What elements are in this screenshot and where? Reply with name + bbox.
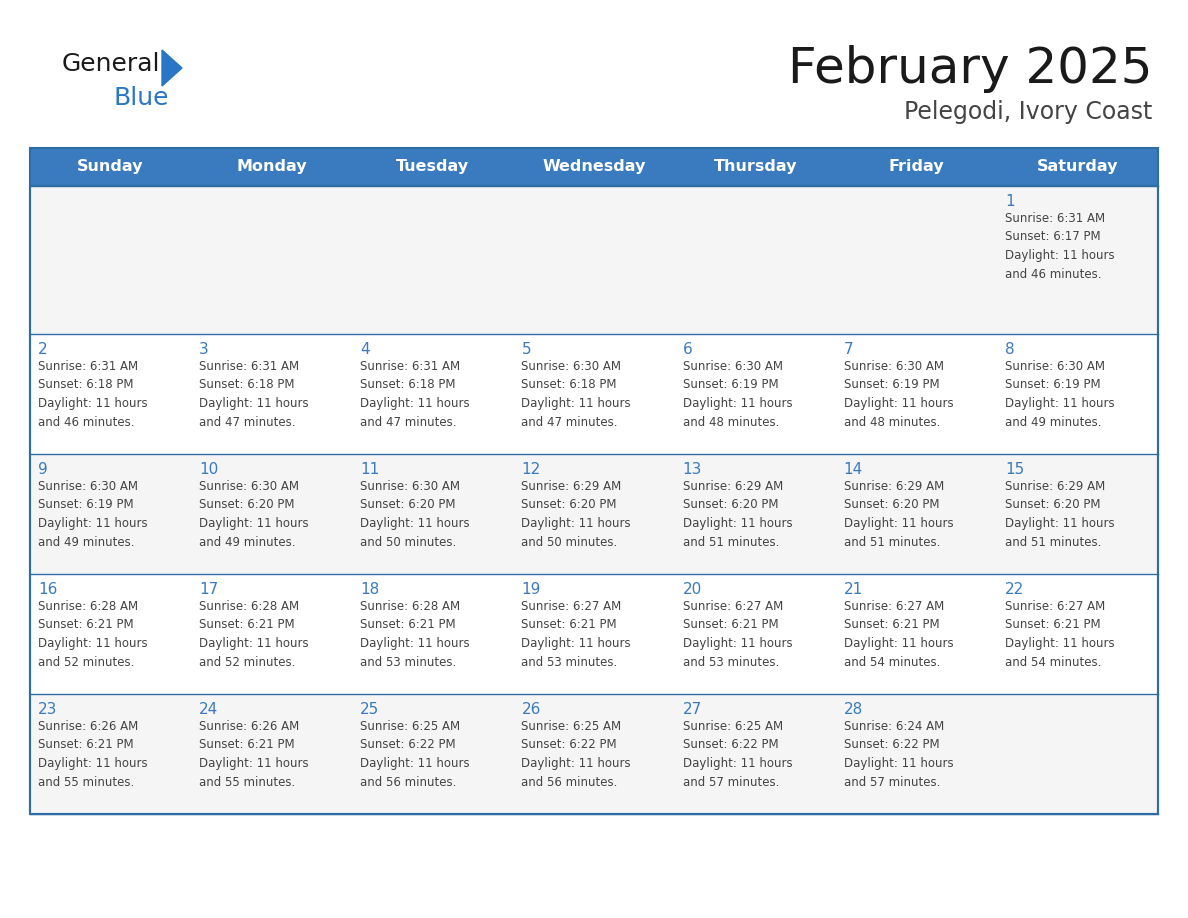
Text: 7: 7: [843, 342, 853, 357]
Bar: [30, 148, 1158, 814]
Bar: [30, 148, 1158, 186]
Text: Sunrise: 6:29 AM
Sunset: 6:20 PM
Daylight: 11 hours
and 51 minutes.: Sunrise: 6:29 AM Sunset: 6:20 PM Dayligh…: [683, 480, 792, 548]
Text: Sunrise: 6:27 AM
Sunset: 6:21 PM
Daylight: 11 hours
and 53 minutes.: Sunrise: 6:27 AM Sunset: 6:21 PM Dayligh…: [683, 600, 792, 668]
Bar: [30, 574, 1158, 694]
Text: 11: 11: [360, 462, 379, 477]
Text: Tuesday: Tuesday: [397, 160, 469, 174]
Text: Sunrise: 6:30 AM
Sunset: 6:20 PM
Daylight: 11 hours
and 49 minutes.: Sunrise: 6:30 AM Sunset: 6:20 PM Dayligh…: [200, 480, 309, 548]
Text: Sunrise: 6:24 AM
Sunset: 6:22 PM
Daylight: 11 hours
and 57 minutes.: Sunrise: 6:24 AM Sunset: 6:22 PM Dayligh…: [843, 720, 953, 789]
Text: General: General: [62, 52, 160, 76]
Text: Monday: Monday: [236, 160, 307, 174]
Text: Friday: Friday: [889, 160, 944, 174]
Text: 27: 27: [683, 702, 702, 717]
Text: 18: 18: [360, 582, 379, 597]
Text: 24: 24: [200, 702, 219, 717]
Text: 13: 13: [683, 462, 702, 477]
Text: 9: 9: [38, 462, 48, 477]
Text: Sunrise: 6:28 AM
Sunset: 6:21 PM
Daylight: 11 hours
and 52 minutes.: Sunrise: 6:28 AM Sunset: 6:21 PM Dayligh…: [200, 600, 309, 668]
Text: 16: 16: [38, 582, 57, 597]
Text: Sunrise: 6:29 AM
Sunset: 6:20 PM
Daylight: 11 hours
and 51 minutes.: Sunrise: 6:29 AM Sunset: 6:20 PM Dayligh…: [1005, 480, 1114, 548]
Text: 26: 26: [522, 702, 541, 717]
Text: 5: 5: [522, 342, 531, 357]
Text: 21: 21: [843, 582, 862, 597]
Text: Sunrise: 6:28 AM
Sunset: 6:21 PM
Daylight: 11 hours
and 52 minutes.: Sunrise: 6:28 AM Sunset: 6:21 PM Dayligh…: [38, 600, 147, 668]
Text: Sunrise: 6:30 AM
Sunset: 6:18 PM
Daylight: 11 hours
and 47 minutes.: Sunrise: 6:30 AM Sunset: 6:18 PM Dayligh…: [522, 360, 631, 429]
Text: 12: 12: [522, 462, 541, 477]
Bar: [30, 186, 1158, 814]
Text: 10: 10: [200, 462, 219, 477]
Text: 8: 8: [1005, 342, 1015, 357]
Text: Sunrise: 6:30 AM
Sunset: 6:19 PM
Daylight: 11 hours
and 49 minutes.: Sunrise: 6:30 AM Sunset: 6:19 PM Dayligh…: [38, 480, 147, 548]
Text: Sunrise: 6:27 AM
Sunset: 6:21 PM
Daylight: 11 hours
and 53 minutes.: Sunrise: 6:27 AM Sunset: 6:21 PM Dayligh…: [522, 600, 631, 668]
Text: 25: 25: [360, 702, 379, 717]
Text: Sunrise: 6:31 AM
Sunset: 6:18 PM
Daylight: 11 hours
and 47 minutes.: Sunrise: 6:31 AM Sunset: 6:18 PM Dayligh…: [360, 360, 470, 429]
Bar: [30, 334, 1158, 454]
Text: 17: 17: [200, 582, 219, 597]
Text: Sunday: Sunday: [77, 160, 144, 174]
Polygon shape: [162, 50, 182, 86]
Text: Sunrise: 6:26 AM
Sunset: 6:21 PM
Daylight: 11 hours
and 55 minutes.: Sunrise: 6:26 AM Sunset: 6:21 PM Dayligh…: [38, 720, 147, 789]
Text: Sunrise: 6:29 AM
Sunset: 6:20 PM
Daylight: 11 hours
and 50 minutes.: Sunrise: 6:29 AM Sunset: 6:20 PM Dayligh…: [522, 480, 631, 548]
Text: Sunrise: 6:28 AM
Sunset: 6:21 PM
Daylight: 11 hours
and 53 minutes.: Sunrise: 6:28 AM Sunset: 6:21 PM Dayligh…: [360, 600, 470, 668]
Text: Sunrise: 6:30 AM
Sunset: 6:20 PM
Daylight: 11 hours
and 50 minutes.: Sunrise: 6:30 AM Sunset: 6:20 PM Dayligh…: [360, 480, 470, 548]
Text: Sunrise: 6:30 AM
Sunset: 6:19 PM
Daylight: 11 hours
and 48 minutes.: Sunrise: 6:30 AM Sunset: 6:19 PM Dayligh…: [843, 360, 953, 429]
Text: Sunrise: 6:31 AM
Sunset: 6:18 PM
Daylight: 11 hours
and 47 minutes.: Sunrise: 6:31 AM Sunset: 6:18 PM Dayligh…: [200, 360, 309, 429]
Bar: [30, 454, 1158, 574]
Text: Sunrise: 6:25 AM
Sunset: 6:22 PM
Daylight: 11 hours
and 57 minutes.: Sunrise: 6:25 AM Sunset: 6:22 PM Dayligh…: [683, 720, 792, 789]
Text: 4: 4: [360, 342, 369, 357]
Text: 19: 19: [522, 582, 541, 597]
Bar: [30, 186, 1158, 334]
Text: Sunrise: 6:25 AM
Sunset: 6:22 PM
Daylight: 11 hours
and 56 minutes.: Sunrise: 6:25 AM Sunset: 6:22 PM Dayligh…: [360, 720, 470, 789]
Text: 23: 23: [38, 702, 57, 717]
Text: Saturday: Saturday: [1037, 160, 1118, 174]
Text: 28: 28: [843, 702, 862, 717]
Text: Sunrise: 6:30 AM
Sunset: 6:19 PM
Daylight: 11 hours
and 49 minutes.: Sunrise: 6:30 AM Sunset: 6:19 PM Dayligh…: [1005, 360, 1114, 429]
Text: Thursday: Thursday: [713, 160, 797, 174]
Text: Blue: Blue: [114, 86, 170, 110]
Bar: [30, 694, 1158, 814]
Text: Sunrise: 6:25 AM
Sunset: 6:22 PM
Daylight: 11 hours
and 56 minutes.: Sunrise: 6:25 AM Sunset: 6:22 PM Dayligh…: [522, 720, 631, 789]
Text: Sunrise: 6:30 AM
Sunset: 6:19 PM
Daylight: 11 hours
and 48 minutes.: Sunrise: 6:30 AM Sunset: 6:19 PM Dayligh…: [683, 360, 792, 429]
Text: Sunrise: 6:29 AM
Sunset: 6:20 PM
Daylight: 11 hours
and 51 minutes.: Sunrise: 6:29 AM Sunset: 6:20 PM Dayligh…: [843, 480, 953, 548]
Text: 20: 20: [683, 582, 702, 597]
Text: 15: 15: [1005, 462, 1024, 477]
Text: February 2025: February 2025: [788, 45, 1152, 93]
Text: Sunrise: 6:31 AM
Sunset: 6:18 PM
Daylight: 11 hours
and 46 minutes.: Sunrise: 6:31 AM Sunset: 6:18 PM Dayligh…: [38, 360, 147, 429]
Text: Sunrise: 6:27 AM
Sunset: 6:21 PM
Daylight: 11 hours
and 54 minutes.: Sunrise: 6:27 AM Sunset: 6:21 PM Dayligh…: [1005, 600, 1114, 668]
Text: 14: 14: [843, 462, 862, 477]
Text: 2: 2: [38, 342, 48, 357]
Text: Sunrise: 6:26 AM
Sunset: 6:21 PM
Daylight: 11 hours
and 55 minutes.: Sunrise: 6:26 AM Sunset: 6:21 PM Dayligh…: [200, 720, 309, 789]
Text: Sunrise: 6:27 AM
Sunset: 6:21 PM
Daylight: 11 hours
and 54 minutes.: Sunrise: 6:27 AM Sunset: 6:21 PM Dayligh…: [843, 600, 953, 668]
Text: 3: 3: [200, 342, 209, 357]
Text: Pelegodi, Ivory Coast: Pelegodi, Ivory Coast: [904, 100, 1152, 124]
Text: 22: 22: [1005, 582, 1024, 597]
Text: 6: 6: [683, 342, 693, 357]
Text: Wednesday: Wednesday: [542, 160, 646, 174]
Text: Sunrise: 6:31 AM
Sunset: 6:17 PM
Daylight: 11 hours
and 46 minutes.: Sunrise: 6:31 AM Sunset: 6:17 PM Dayligh…: [1005, 212, 1114, 281]
Text: 1: 1: [1005, 194, 1015, 209]
